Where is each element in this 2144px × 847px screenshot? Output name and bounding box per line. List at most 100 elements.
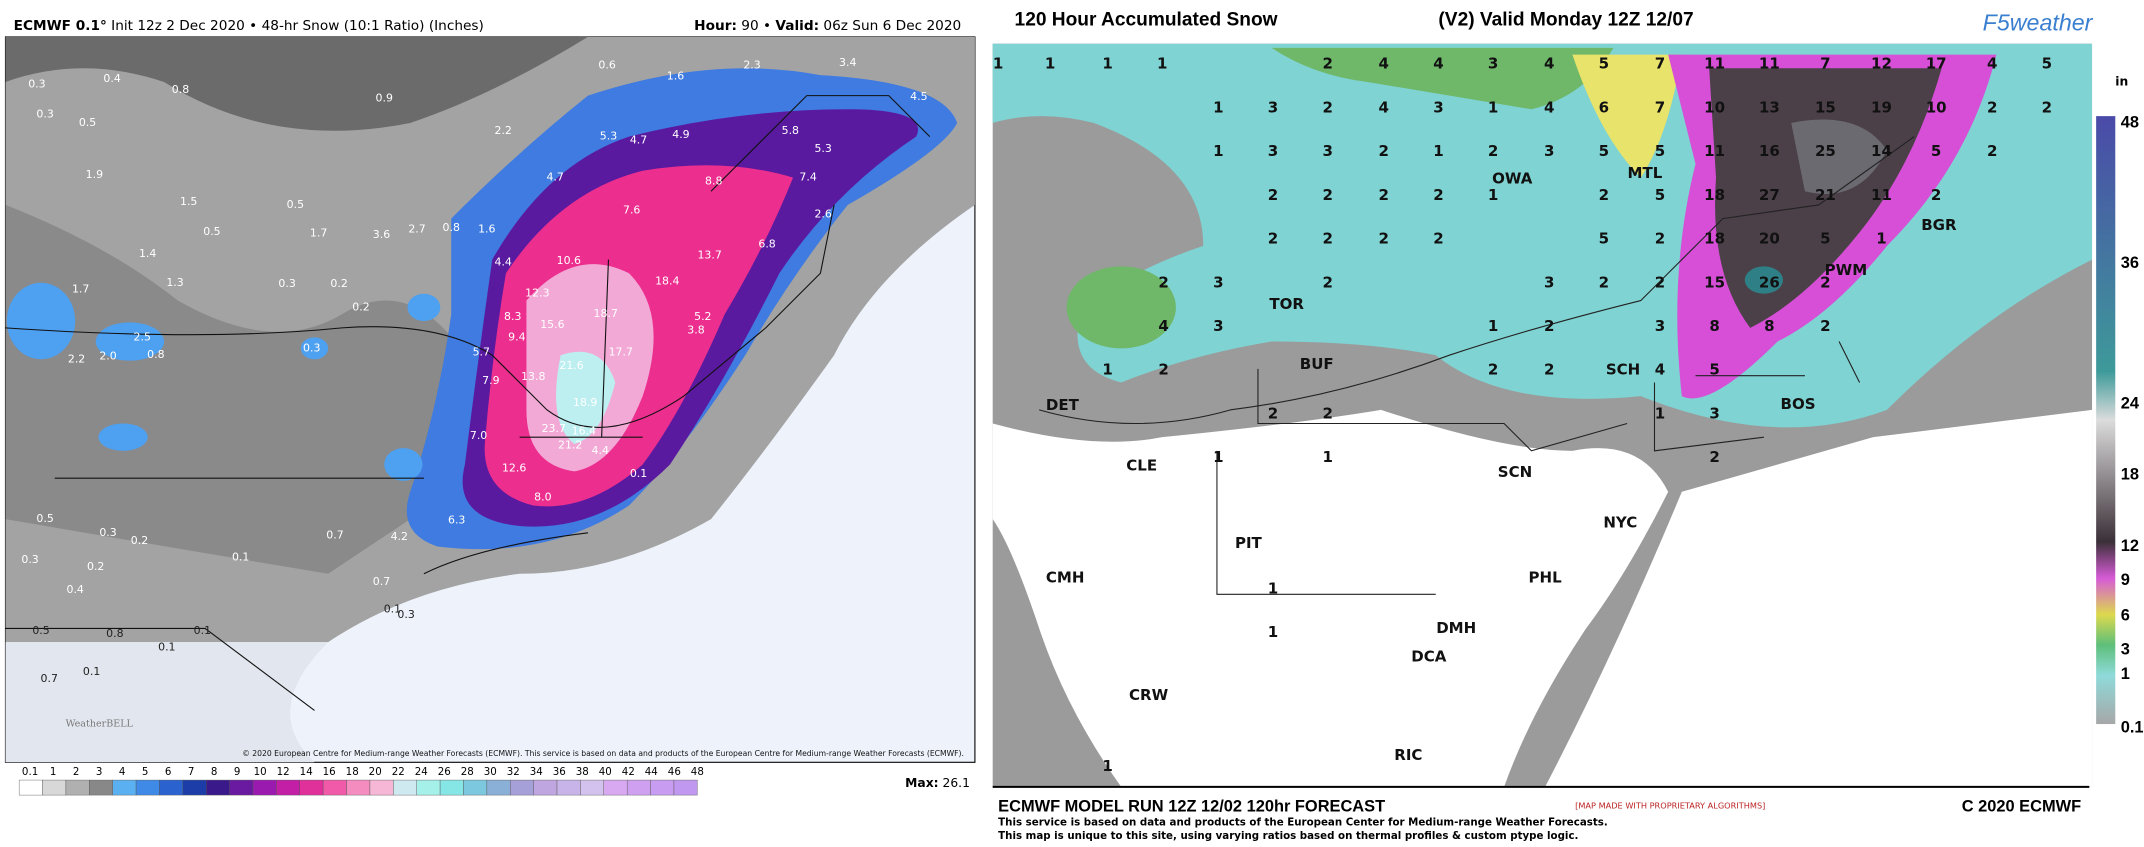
colorbar-label: 48 [2121,113,2139,131]
colorbar-swatch [580,779,605,796]
city-label: SCH [1606,361,1640,379]
map-value: 5 [1599,230,1609,248]
snow-gray [5,204,465,574]
map-value: 2 [1820,273,1830,291]
max-label: Max: [905,775,938,789]
map-value: 4 [1544,98,1554,116]
model: ECMWF 0.1° [14,18,107,34]
snow-yellow [1572,54,1682,178]
map-value: 1.9 [86,168,103,181]
colorbar-swatch [276,779,300,796]
map-value: 2 [1987,98,1997,116]
snow-dark [1791,119,1887,194]
map-value: 4 [1433,55,1443,73]
map-value: 0.7 [41,672,58,685]
city-label: NYC [1603,514,1637,532]
city-label: BGR [1921,216,1957,234]
right-colorbar-labels: 48 36 24 18 12 9 6 3 1 0.1 [2121,113,2144,736]
colorbar-label: 18 [2121,466,2139,484]
map-value: 0.1 [194,624,211,637]
map-value: 2 [1322,186,1332,204]
footer-line: This map is unique to this site, using v… [998,830,1578,842]
city-label: DET [1046,396,1080,414]
colorbar-swatch [369,779,394,796]
map-value: 0.3 [28,78,45,91]
map-value: 12.3 [525,287,549,300]
colorbar-label: 3 [96,766,103,778]
footer-copyright: C 2020 ECMWF [1962,798,2081,816]
right-panel: 120 Hour Accumulated Snow (V2) Valid Mon… [992,10,2144,842]
map-value: 5 [1709,361,1719,379]
map-value: 16 [1759,142,1780,160]
colorbar-swatch [626,779,651,796]
map-value: 2 [2042,98,2052,116]
colorbar-label: 0.1 [22,766,38,778]
colorbar-label: 7 [188,766,195,778]
colorbar-swatch [673,779,698,796]
map-value: 1.5 [180,195,197,208]
colorbar-swatch [439,779,464,796]
map-value: 3 [1709,404,1719,422]
map-value: 4.4 [592,444,609,457]
map-value: 0.9 [376,91,393,104]
map-value: 4 [1379,98,1389,116]
map-value: 2 [1655,230,1665,248]
left-panel: ECMWF 0.1° Init 12z 2 Dec 2020 • 48-hr S… [4,18,976,796]
map-value: 5.7 [473,345,490,358]
colorbar-swatch [206,779,230,796]
map-value: 27 [1759,186,1780,204]
map-value: 2 [1379,230,1389,248]
map-value: 2 [1268,186,1278,204]
city-label: CRW [1129,686,1169,704]
map-value: 2.0 [99,350,116,363]
snow-dark [1709,68,1942,328]
map-value: 2 [1987,142,1997,160]
map-value: 26 [1759,273,1780,291]
map-value: 17.7 [609,345,633,358]
colorbar-swatch [252,779,277,796]
snow-gray [5,36,588,131]
map-value: 1.3 [166,276,183,289]
map-value: 2 [1488,361,1498,379]
colorbar-swatch [416,779,441,796]
map-value: 0.4 [103,72,120,85]
map-value: 0.2 [352,300,369,313]
map-value: 10.6 [557,254,581,267]
colorbar-label: 10 [254,766,267,778]
map-value: 1 [1213,142,1223,160]
map-value: 0.3 [36,108,53,121]
map-value: 3.6 [373,228,390,241]
patch [98,423,148,451]
map-value: 0.3 [303,341,320,354]
city-label: CLE [1126,456,1157,474]
map-value: 5.2 [694,310,711,323]
left-map: WeatherBELL © 2020 European Centre for M… [4,36,976,763]
map-value: 0.3 [278,277,295,290]
border [710,95,931,192]
map-value: 3 [1544,273,1554,291]
city-label: DCA [1411,648,1446,666]
map-value: 0.5 [32,624,49,637]
city-label: MTL [1628,164,1663,182]
map-value: 5.8 [782,124,799,137]
map-value: 18.7 [594,307,618,320]
map-value: 4 [1987,55,1997,73]
map-value: 8 [1764,317,1774,335]
colorbar-label: 36 [2121,254,2139,272]
colorbar-label: 4 [119,766,126,778]
map-value: 0.2 [87,560,104,573]
snow-green [1066,266,1176,349]
map-value: 8.3 [504,310,521,323]
map-value: 19 [1871,98,1892,116]
map-value: 1 [993,55,1003,73]
colorbar-swatch [603,779,628,796]
map-value: 5 [1655,142,1665,160]
colorbar-label: 6 [165,766,172,778]
map-value: 7.4 [799,171,816,184]
watermark: WeatherBELL [66,719,134,730]
footer-line: This service is based on data and produc… [998,816,1608,828]
snow-patches [6,282,441,481]
map-value: 0.1 [630,467,647,480]
colorbar-label: 20 [369,766,382,778]
